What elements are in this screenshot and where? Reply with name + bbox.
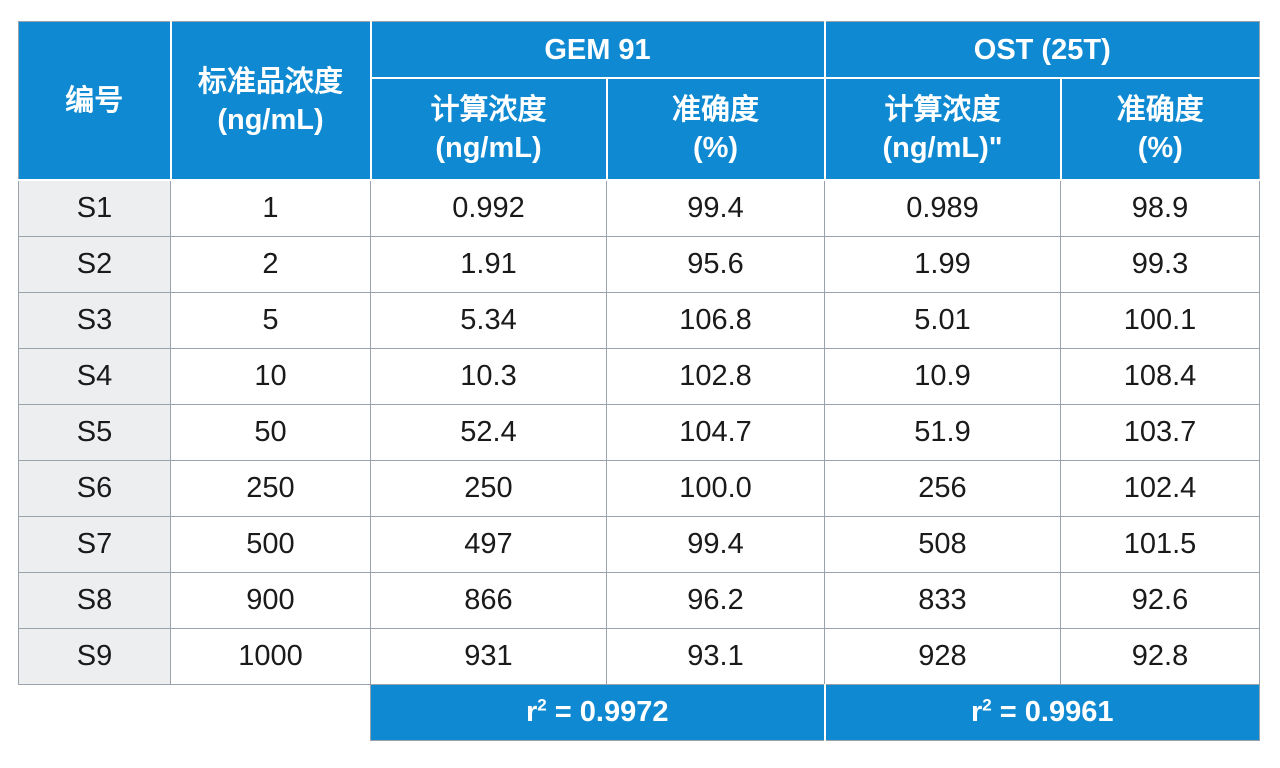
table-row: S9 1000 931 93.1 928 92.8 xyxy=(18,628,1260,685)
standard-conc-cell: 1 xyxy=(170,179,371,237)
gem-calc-cell: 0.992 xyxy=(370,179,607,237)
header-gem-calculated: 计算浓度 (ng/mL) xyxy=(369,77,608,181)
gem-accuracy-cell: 96.2 xyxy=(606,572,825,629)
standard-conc-cell: 10 xyxy=(170,348,371,405)
ost-calc-cell: 5.01 xyxy=(824,292,1061,349)
table-row: S1 1 0.992 99.4 0.989 98.9 xyxy=(18,179,1260,237)
gem-calc-cell: 250 xyxy=(370,460,607,517)
gem-calc-cell: 497 xyxy=(370,516,607,573)
gem-accuracy-cell: 102.8 xyxy=(606,348,825,405)
gem-calc-cell: 10.3 xyxy=(370,348,607,405)
header-standard-concentration: 标准品浓度 (ng/mL) xyxy=(169,21,372,181)
gem-accuracy-cell: 104.7 xyxy=(606,404,825,461)
ost-accuracy-cell: 99.3 xyxy=(1060,236,1260,293)
ost-calc-cell: 10.9 xyxy=(824,348,1061,405)
header-id: 编号 xyxy=(18,21,172,181)
table-row: S6 250 250 100.0 256 102.4 xyxy=(18,460,1260,517)
standard-conc-cell: 900 xyxy=(170,572,371,629)
ost-accuracy-cell: 101.5 xyxy=(1060,516,1260,573)
sample-id-cell: S3 xyxy=(18,292,171,349)
gem-r-squared: r2 = 0.9972 xyxy=(370,684,825,741)
ost-accuracy-cell: 108.4 xyxy=(1060,348,1260,405)
standard-conc-cell: 2 xyxy=(170,236,371,293)
calibration-accuracy-table: 编号 标准品浓度 (ng/mL) GEM 91 OST (25T) 计算浓度 (… xyxy=(18,21,1260,741)
regression-blank-cell xyxy=(18,684,371,741)
gem-accuracy-cell: 95.6 xyxy=(606,236,825,293)
ost-calc-cell: 51.9 xyxy=(824,404,1061,461)
ost-accuracy-cell: 98.9 xyxy=(1060,179,1260,237)
table-row: S3 5 5.34 106.8 5.01 100.1 xyxy=(18,292,1260,349)
standard-conc-cell: 1000 xyxy=(170,628,371,685)
ost-calc-cell: 928 xyxy=(824,628,1061,685)
sample-id-cell: S4 xyxy=(18,348,171,405)
ost-accuracy-cell: 100.1 xyxy=(1060,292,1260,349)
gem-accuracy-cell: 100.0 xyxy=(606,460,825,517)
header-gem-accuracy: 准确度 (%) xyxy=(605,77,826,181)
header-group-gem: GEM 91 xyxy=(369,21,826,79)
gem-calc-cell: 1.91 xyxy=(370,236,607,293)
gem-accuracy-cell: 93.1 xyxy=(606,628,825,685)
sample-id-cell: S2 xyxy=(18,236,171,293)
gem-calc-cell: 866 xyxy=(370,572,607,629)
standard-conc-cell: 250 xyxy=(170,460,371,517)
ost-calc-cell: 0.989 xyxy=(824,179,1061,237)
results-table-container: 编号 标准品浓度 (ng/mL) GEM 91 OST (25T) 计算浓度 (… xyxy=(18,21,1260,741)
standard-conc-cell: 500 xyxy=(170,516,371,573)
header-ost-accuracy: 准确度 (%) xyxy=(1059,77,1260,181)
ost-accuracy-cell: 103.7 xyxy=(1060,404,1260,461)
ost-accuracy-cell: 92.6 xyxy=(1060,572,1260,629)
header-ost-calculated: 计算浓度 (ng/mL)" xyxy=(823,77,1062,181)
ost-accuracy-cell: 102.4 xyxy=(1060,460,1260,517)
table-row: S5 50 52.4 104.7 51.9 103.7 xyxy=(18,404,1260,461)
table-row: S2 2 1.91 95.6 1.99 99.3 xyxy=(18,236,1260,293)
header-group-ost: OST (25T) xyxy=(823,21,1260,79)
gem-calc-cell: 52.4 xyxy=(370,404,607,461)
sample-id-cell: S8 xyxy=(18,572,171,629)
ost-r-squared: r2 = 0.9961 xyxy=(823,684,1260,741)
regression-row: r2 = 0.9972 r2 = 0.9961 xyxy=(18,684,1260,741)
sample-id-cell: S7 xyxy=(18,516,171,573)
sample-id-cell: S6 xyxy=(18,460,171,517)
sample-id-cell: S9 xyxy=(18,628,171,685)
table-row: S7 500 497 99.4 508 101.5 xyxy=(18,516,1260,573)
standard-conc-cell: 50 xyxy=(170,404,371,461)
gem-calc-cell: 931 xyxy=(370,628,607,685)
ost-accuracy-cell: 92.8 xyxy=(1060,628,1260,685)
ost-calc-cell: 508 xyxy=(824,516,1061,573)
gem-calc-cell: 5.34 xyxy=(370,292,607,349)
gem-accuracy-cell: 99.4 xyxy=(606,516,825,573)
sample-id-cell: S1 xyxy=(18,179,171,237)
table-body: S1 1 0.992 99.4 0.989 98.9 S2 2 1.91 95.6 1.99 99.3… xyxy=(18,179,1260,685)
gem-accuracy-cell: 99.4 xyxy=(606,179,825,237)
sample-id-cell: S5 xyxy=(18,404,171,461)
table-row: S4 10 10.3 102.8 10.9 108.4 xyxy=(18,348,1260,405)
ost-calc-cell: 1.99 xyxy=(824,236,1061,293)
table-row: S8 900 866 96.2 833 92.6 xyxy=(18,572,1260,629)
ost-calc-cell: 256 xyxy=(824,460,1061,517)
ost-calc-cell: 833 xyxy=(824,572,1061,629)
standard-conc-cell: 5 xyxy=(170,292,371,349)
gem-accuracy-cell: 106.8 xyxy=(606,292,825,349)
